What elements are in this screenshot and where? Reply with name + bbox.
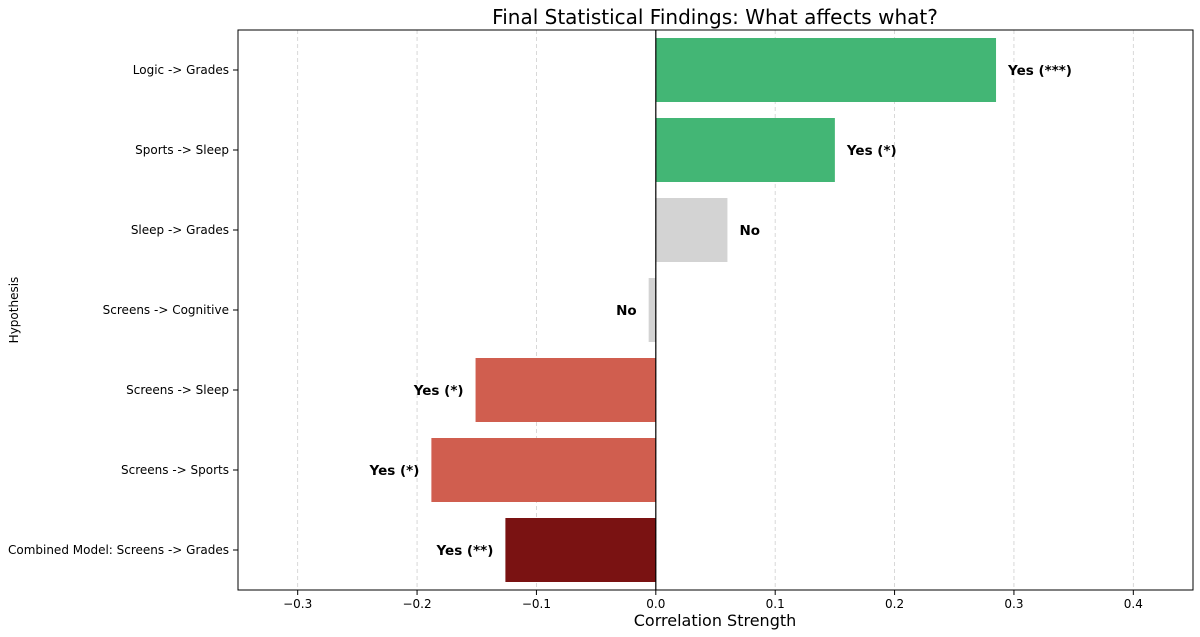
bar [655, 118, 835, 182]
plot-frame [237, 29, 1194, 591]
y-tick-label: Sports -> Sleep [135, 143, 229, 157]
x-tick-label: −0.3 [283, 597, 312, 611]
bar-data-label: Yes (*) [846, 143, 897, 159]
bars [431, 38, 997, 582]
x-axis-ticks: −0.3 −0.2 −0.1 0.0 0.1 0.2 0.3 0.4 [283, 590, 1143, 611]
x-tick-label: 0.4 [1124, 597, 1143, 611]
bar-data-label: Yes (***) [1007, 63, 1072, 79]
x-tick-label: 0.3 [1004, 597, 1023, 611]
y-axis-ticks: Logic -> Grades Sports -> Sleep Sleep -> G… [8, 63, 238, 557]
y-tick-label: Combined Model: Screens -> Grades [8, 543, 229, 557]
bar [475, 358, 656, 422]
bar [431, 438, 656, 502]
y-tick-label: Sleep -> Grades [131, 223, 229, 237]
bar-data-label: No [739, 223, 760, 239]
bar-data-label: Yes (**) [436, 543, 494, 559]
y-tick-label: Screens -> Sports [121, 463, 229, 477]
chart-title: Final Statistical Findings: What affects… [492, 5, 938, 29]
bar-data-label: Yes (*) [369, 463, 420, 479]
y-tick-label: Screens -> Cognitive [103, 303, 229, 317]
bar [505, 518, 656, 582]
y-tick-label: Logic -> Grades [133, 63, 229, 77]
y-axis-label: Hypothesis [7, 277, 21, 344]
bar [655, 38, 997, 102]
x-tick-label: −0.2 [402, 597, 431, 611]
x-tick-label: 0.2 [885, 597, 904, 611]
y-tick-label: Screens -> Sleep [126, 383, 229, 397]
bar-data-label: No [616, 303, 637, 319]
x-tick-label: 0.1 [766, 597, 785, 611]
x-tick-label: 0.0 [646, 597, 665, 611]
bar-data-label: Yes (*) [413, 383, 464, 399]
x-tick-label: −0.1 [522, 597, 551, 611]
bar [648, 278, 656, 342]
bar-labels: Yes (***) Yes (*) No No Yes (*) Yes (*) Yes (*… [369, 63, 1072, 559]
bar [655, 198, 728, 262]
grid [297, 30, 1134, 590]
x-axis-label: Correlation Strength [634, 611, 797, 630]
